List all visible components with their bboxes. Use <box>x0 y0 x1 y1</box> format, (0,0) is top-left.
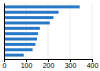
y-axis <box>4 4 6 60</box>
bar <box>4 32 38 35</box>
bar <box>4 21 50 24</box>
x-tick-label: 0 <box>3 62 7 69</box>
x-tick-label: 400 <box>87 62 99 69</box>
bar <box>4 16 54 19</box>
x-tick: 0 <box>3 59 7 69</box>
bar <box>4 38 37 41</box>
x-axis: 0 100 200 300 400 <box>3 59 99 69</box>
chart: 0 100 200 300 400 <box>0 0 100 71</box>
x-tick: 300 <box>65 59 77 69</box>
x-tick-label: 300 <box>65 62 77 69</box>
grid-line <box>4 3 5 59</box>
y-axis-line <box>4 4 5 60</box>
x-tick-label: 100 <box>21 62 33 69</box>
x-tick: 200 <box>43 59 55 69</box>
bar <box>4 43 35 46</box>
bar <box>4 54 24 57</box>
grid <box>4 3 92 59</box>
plot: 0 100 200 300 400 <box>3 3 99 69</box>
bar <box>4 48 33 51</box>
bar <box>4 5 80 8</box>
x-tick: 100 <box>21 59 33 69</box>
grid-line <box>92 3 93 59</box>
x-tick-label: 200 <box>43 62 55 69</box>
x-tick: 400 <box>87 59 99 69</box>
grid-line <box>70 3 71 59</box>
bars <box>4 5 80 56</box>
bar <box>4 11 59 14</box>
bar <box>4 27 40 30</box>
